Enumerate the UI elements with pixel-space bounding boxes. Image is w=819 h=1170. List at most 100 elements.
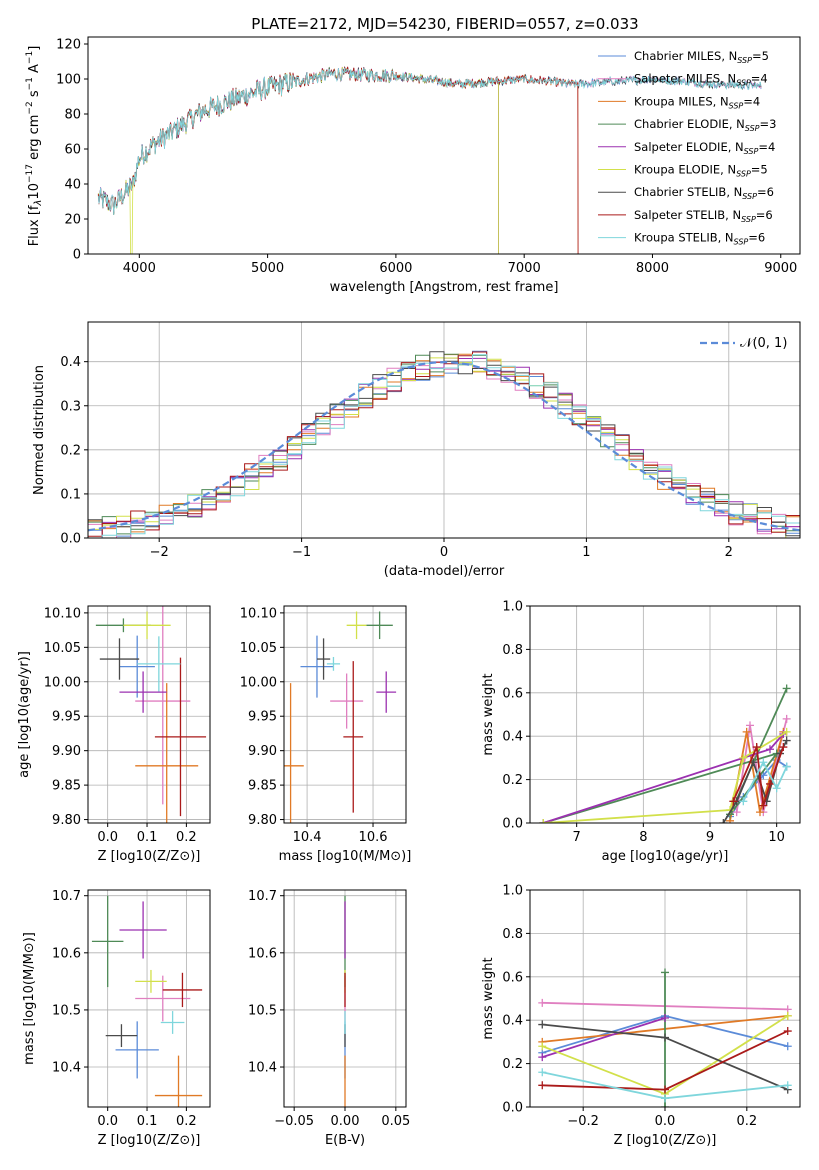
weight-marker	[742, 727, 751, 736]
axes-age_vs_Z: 0.0 0.1 0.2 9.80 9.85 9.90 9.95 10.00 10.05 10.10…	[17, 605, 211, 864]
axes-weight_vs_Z: −0.2 0.0 0.2 0.0 0.2 0.4 0.6 0.8 1.0 Z [log10(Z/Z…	[481, 884, 801, 1148]
x-tick-label: 10.4	[293, 830, 322, 845]
axes-mass_vs_Z: 0.0 0.1 0.2 10.4 10.5 10.6 10.7 Z [log10(Z/Z⊙)]…	[22, 889, 211, 1148]
y-tick-label: 1.0	[502, 600, 523, 615]
weight-marker	[772, 784, 781, 793]
error-point	[91, 895, 124, 988]
error-point	[300, 635, 334, 698]
y-tick-label: 9.80	[248, 813, 277, 828]
spectrum-line	[97, 66, 499, 254]
y-tick-label: 10.7	[248, 889, 277, 904]
y-tick-label: 10.00	[44, 675, 81, 690]
weight-marker	[783, 1027, 792, 1036]
error-point	[119, 901, 167, 959]
y-axis-label: mass weight	[481, 673, 496, 755]
x-tick-label: −2	[150, 545, 169, 560]
plot-area	[284, 611, 397, 823]
y-tick-label: 0.3	[60, 399, 81, 414]
plot-area	[95, 606, 207, 823]
error-point	[135, 975, 191, 1022]
x-axis-label: Z [log10(Z/Z⊙)]	[98, 1133, 201, 1148]
figure-title: PLATE=2172, MJD=54230, FIBERID=0557, z=0…	[251, 15, 638, 33]
error-point	[346, 611, 367, 640]
error-point	[99, 638, 140, 680]
x-axis-label: mass [log10(M/M⊙)]	[279, 849, 412, 864]
x-tick-label: 10.6	[359, 830, 388, 845]
plot-area	[88, 350, 800, 538]
spectrum-line	[97, 67, 499, 254]
spectrum-line	[97, 66, 579, 254]
weight-marker	[783, 1011, 792, 1020]
weight-marker	[782, 762, 791, 771]
error-point	[135, 683, 199, 823]
weight-marker	[782, 727, 791, 736]
x-axis-label: age [log10(age/yr)]	[602, 849, 729, 864]
y-tick-label: 0.0	[502, 817, 523, 832]
y-tick-label: 0.0	[502, 1101, 523, 1116]
weight-marker	[782, 736, 791, 745]
axes-frame	[529, 605, 801, 824]
axes-mass_vs_ebv: −0.05 0.00 0.05 10.4 10.5 10.6 10.7 E(B-V)	[248, 889, 410, 1148]
weight-marker	[661, 1094, 669, 1103]
error-point	[343, 661, 364, 813]
weight-line	[543, 731, 788, 823]
weight-marker	[759, 758, 768, 767]
plot-area	[97, 66, 762, 254]
x-axis-label: E(B-V)	[325, 1133, 365, 1148]
y-tick-label: 0.2	[502, 773, 523, 788]
error-point	[316, 638, 331, 680]
legend-entry: Kroupa ELODIE, NSSP=5	[634, 163, 768, 179]
y-tick-label: 10.10	[44, 606, 81, 621]
x-tick-label: 0.0	[655, 1114, 676, 1129]
x-tick-label: 9	[706, 830, 714, 845]
axes-frame	[87, 889, 211, 1108]
x-tick-label: 10	[768, 830, 785, 845]
x-tick-label: 8	[639, 830, 647, 845]
x-tick-label: 2	[725, 545, 733, 560]
y-tick-label: 0.6	[502, 686, 523, 701]
y-tick-label: 10.4	[52, 1061, 81, 1076]
error-point	[376, 671, 397, 713]
y-tick-label: 40	[64, 178, 81, 193]
weight-marker	[756, 808, 764, 817]
weight-marker	[538, 998, 547, 1007]
weight-marker	[752, 743, 761, 752]
error-point	[135, 606, 191, 805]
weight-marker	[661, 1085, 669, 1094]
x-tick-label: 0.05	[381, 1114, 410, 1129]
y-tick-label: 9.90	[52, 744, 81, 759]
y-axis-label: age [log10(age/yr)]	[17, 651, 32, 778]
y-tick-label: 10.5	[52, 1003, 81, 1018]
weight-marker	[732, 808, 741, 817]
weight-marker	[783, 1042, 792, 1051]
normal-curve	[88, 360, 800, 532]
error-point	[284, 683, 304, 823]
y-tick-label: 0.4	[502, 730, 523, 745]
y-tick-label: 0.1	[60, 487, 81, 502]
x-tick-label: −0.2	[567, 1114, 599, 1129]
y-tick-label: 0.8	[502, 643, 523, 658]
weight-marker	[661, 1014, 669, 1023]
legend-entry: Kroupa MILES, NSSP=4	[634, 94, 760, 110]
legend-entry: Salpeter MILES, NSSP=4	[634, 72, 768, 88]
legend-entry: Chabrier STELIB, NSSP=6	[634, 185, 774, 201]
error-point	[154, 657, 207, 817]
x-tick-label: 4000	[123, 261, 156, 276]
legend-entry: Salpeter STELIB, NSSP=6	[634, 208, 773, 224]
weight-line	[542, 1017, 666, 1058]
y-tick-label: 9.95	[248, 710, 277, 725]
weight-line	[735, 718, 788, 813]
x-tick-label: 0.00	[331, 1114, 360, 1129]
legend-entry: Kroupa STELIB, NSSP=6	[634, 231, 765, 247]
error-point	[330, 673, 364, 729]
y-tick-label: 100	[56, 73, 81, 88]
y-tick-label: 120	[56, 38, 81, 53]
axes-spectrum: 4000 5000 6000 7000 8000 9000 0 20 40 60 80 100 120 w…	[25, 36, 801, 295]
y-tick-label: 10.05	[44, 641, 81, 656]
x-tick-label: 6000	[379, 261, 412, 276]
x-tick-label: 0.1	[137, 830, 158, 845]
y-axis-label: mass weight	[481, 957, 496, 1039]
weight-marker	[661, 968, 669, 977]
y-axis-label: Normed distribution	[32, 365, 47, 495]
